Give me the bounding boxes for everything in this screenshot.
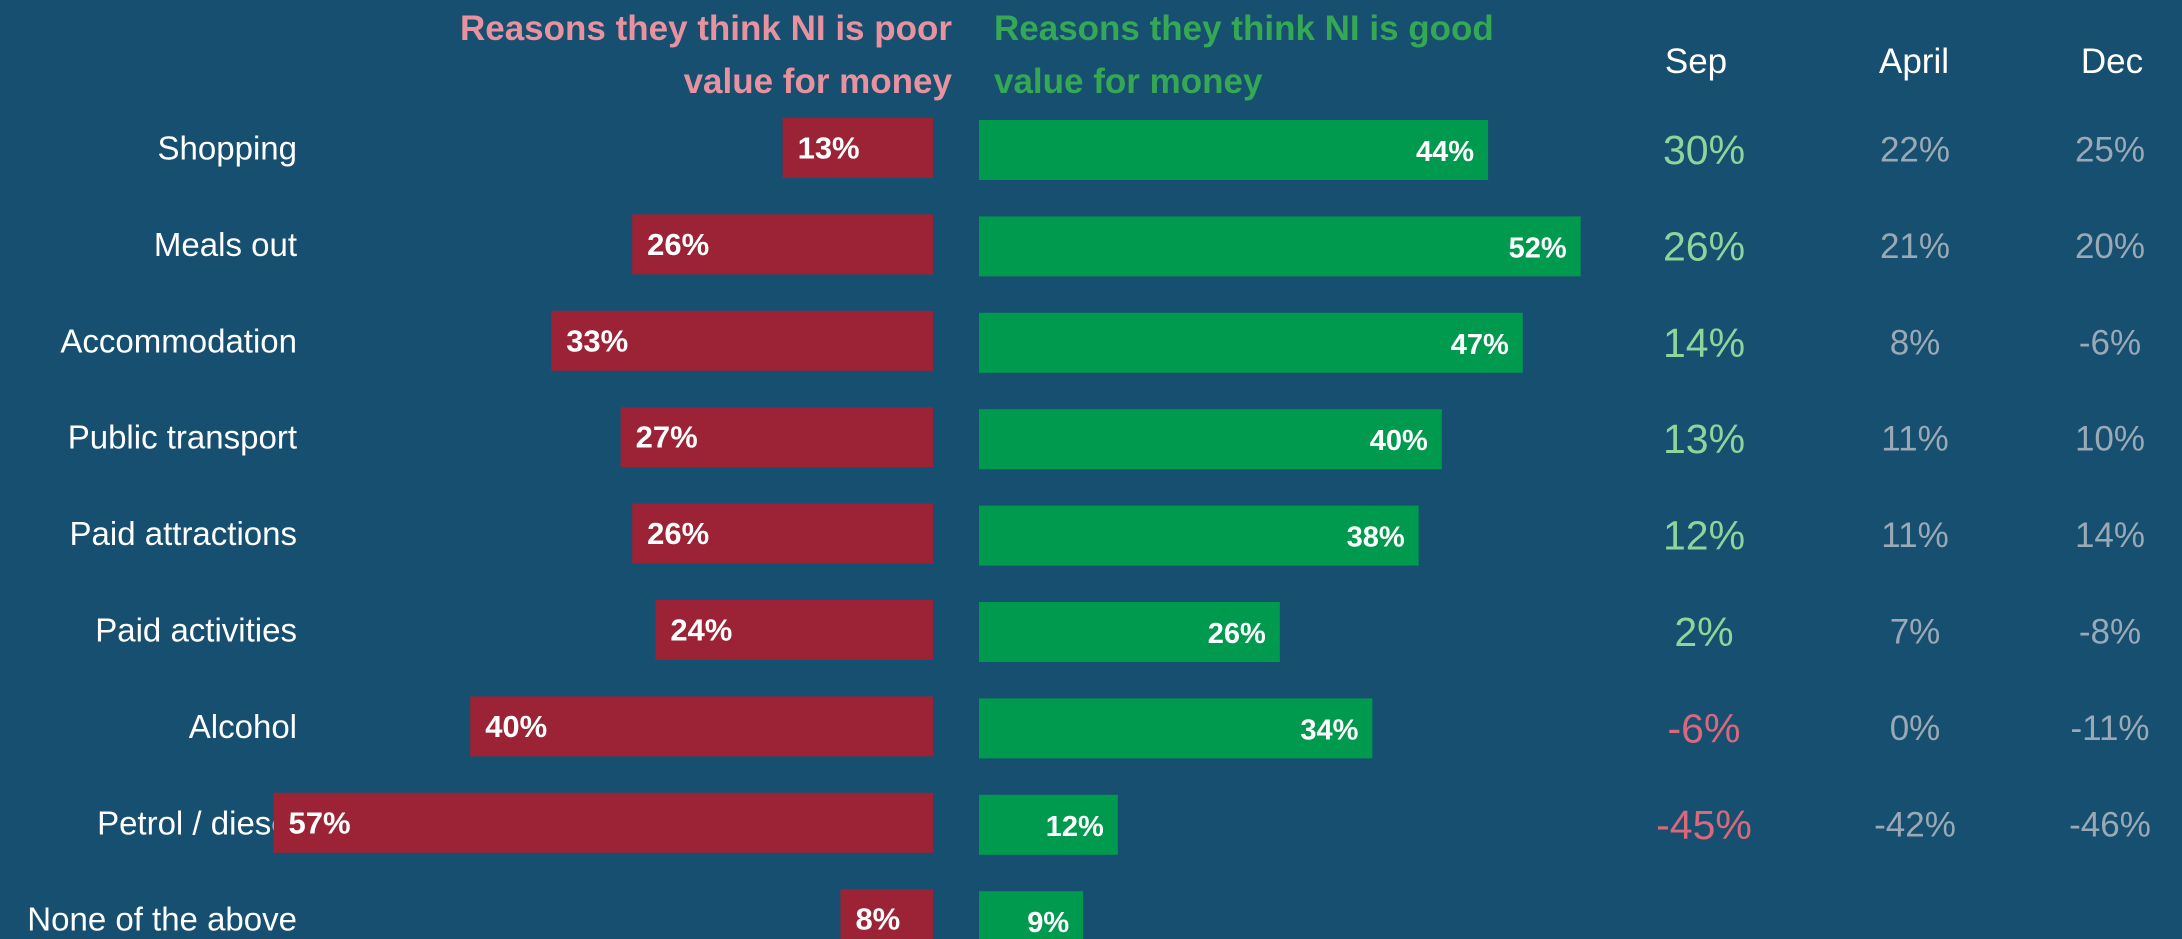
poor-value-label: 57% — [289, 805, 351, 840]
poor-value-label: 33% — [566, 323, 628, 358]
poor-value-label: 26% — [647, 516, 709, 551]
poor-value-label: 26% — [647, 227, 709, 262]
poor-value-label: 27% — [636, 420, 698, 455]
good-value-label: 9% — [1027, 907, 1069, 939]
poor-value-bar — [620, 407, 933, 468]
good-value-label: 38% — [1347, 522, 1405, 554]
poor-value-bar — [632, 503, 933, 564]
column-header-dec: Dec — [2080, 42, 2144, 81]
good-value-header: Reasons they think NI is good value for … — [994, 9, 1494, 101]
category-label: Public transport — [68, 419, 297, 456]
good-value-bar — [979, 409, 1442, 470]
april-value: -42% — [1874, 805, 1956, 844]
april-value: 11% — [1881, 420, 1948, 459]
poor-value-bar — [840, 889, 933, 939]
good-value-label: 40% — [1370, 425, 1428, 457]
poor-value-header: Reasons they think NI is poor value for … — [459, 9, 952, 101]
dec-value: -8% — [2079, 613, 2141, 652]
good-value-bar — [979, 602, 1280, 662]
column-header-april: April — [1878, 42, 1950, 81]
april-value: 22% — [1880, 131, 1950, 170]
sep-value: 13% — [1663, 416, 1745, 462]
sep-value: 2% — [1674, 609, 1733, 655]
category-label: None of the above — [27, 901, 297, 938]
april-value: 11% — [1881, 516, 1948, 555]
good-value-bar — [979, 216, 1581, 277]
good-value-bar — [979, 120, 1489, 180]
sep-value: -45% — [1656, 802, 1752, 848]
dec-value: 14% — [2075, 516, 2145, 555]
poor-value-bar — [632, 214, 933, 275]
category-label: Meals out — [154, 226, 297, 263]
category-label: Paid attractions — [70, 515, 297, 552]
april-value: 8% — [1890, 323, 1941, 362]
sep-value: 14% — [1663, 320, 1745, 366]
good-value-label: 52% — [1509, 232, 1567, 264]
good-value-bar — [979, 505, 1419, 566]
april-value: 0% — [1890, 709, 1941, 748]
sep-value: 12% — [1663, 513, 1745, 559]
sep-value: 26% — [1663, 223, 1745, 269]
sep-value: -6% — [1668, 705, 1741, 751]
poor-value-bar — [655, 600, 933, 660]
good-value-label: 26% — [1208, 618, 1266, 650]
good-value-label: 12% — [1046, 811, 1104, 843]
category-label: Paid activities — [95, 612, 297, 649]
poor-value-bar — [551, 310, 933, 371]
april-value: 7% — [1890, 613, 1941, 652]
good-value-bar — [979, 698, 1373, 759]
good-value-bar — [979, 312, 1523, 373]
good-value-label: 34% — [1300, 714, 1358, 746]
category-label: Accommodation — [60, 322, 297, 359]
dec-value: -46% — [2069, 805, 2151, 844]
good-value-label: 47% — [1451, 329, 1509, 361]
good-value-bar — [979, 891, 1084, 939]
category-label: Alcohol — [189, 708, 297, 745]
poor-value-label: 13% — [798, 131, 860, 166]
column-header-sep: Sep — [1664, 42, 1728, 81]
dec-value: 25% — [2075, 131, 2145, 170]
category-label: Petrol / diesel — [97, 804, 297, 841]
poor-value-bar — [470, 696, 933, 757]
dec-value: 10% — [2075, 420, 2145, 459]
good-value-bar — [979, 794, 1118, 855]
dec-value: -6% — [2079, 323, 2141, 362]
dec-value: -11% — [2070, 709, 2149, 748]
dec-value: 20% — [2075, 227, 2145, 266]
poor-value-bar — [273, 792, 933, 853]
poor-value-label: 8% — [855, 902, 900, 937]
category-label: Shopping — [158, 130, 297, 167]
poor-value-label: 24% — [670, 613, 732, 648]
poor-value-label: 40% — [485, 709, 547, 744]
april-value: 21% — [1880, 227, 1950, 266]
poor-value-bar — [782, 118, 933, 178]
sep-value: 30% — [1663, 127, 1745, 173]
good-value-label: 44% — [1416, 136, 1474, 168]
